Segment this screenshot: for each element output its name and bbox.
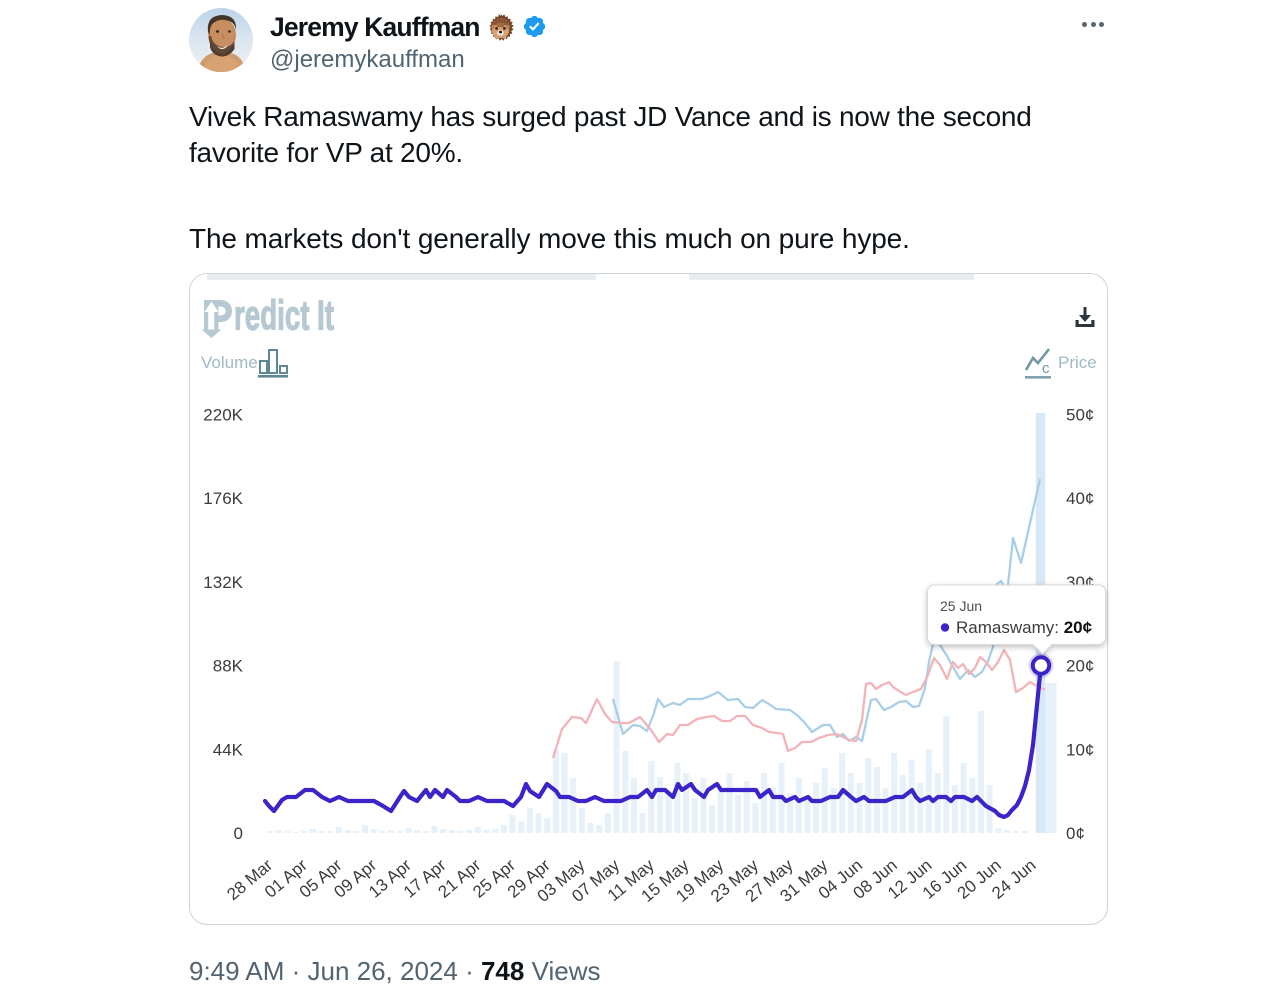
svg-text:0¢: 0¢	[1066, 824, 1085, 843]
svg-text:25 Jun: 25 Jun	[940, 598, 982, 614]
svg-text:Ramaswamy: 20¢: Ramaswamy: 20¢	[956, 618, 1093, 637]
svg-text:redict: redict	[234, 295, 310, 339]
svg-text:132K: 132K	[203, 573, 243, 592]
svg-text:40¢: 40¢	[1066, 489, 1094, 508]
svg-text:c: c	[1042, 360, 1050, 377]
svg-text:20¢: 20¢	[1066, 657, 1094, 676]
svg-text:44K: 44K	[213, 740, 244, 759]
svg-text:88K: 88K	[213, 657, 244, 676]
svg-text:0: 0	[234, 824, 243, 843]
svg-text:220K: 220K	[203, 405, 243, 424]
svg-text:10¢: 10¢	[1066, 740, 1094, 759]
svg-text:It: It	[317, 295, 334, 339]
svg-text:176K: 176K	[203, 489, 243, 508]
svg-text:50¢: 50¢	[1066, 405, 1094, 424]
